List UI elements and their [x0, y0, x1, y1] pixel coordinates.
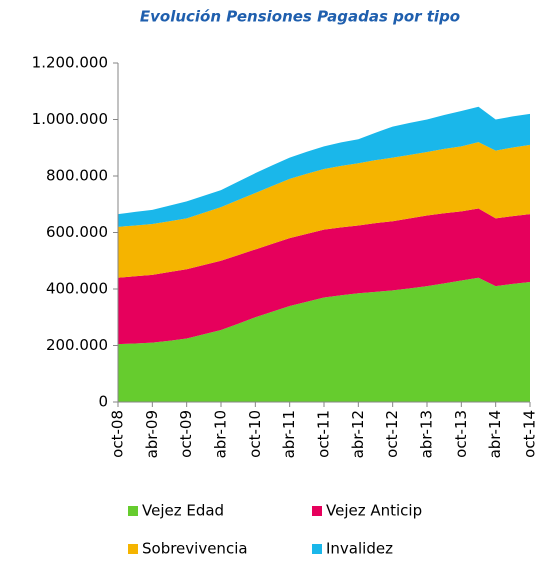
area	[118, 277, 530, 402]
legend-swatch	[312, 544, 322, 554]
legend-label: Vejez Anticip	[326, 502, 422, 520]
x-tick-label: abr-13	[418, 410, 436, 458]
y-tick-label: 1.000.000	[32, 110, 108, 128]
x-tick-label: oct-08	[109, 410, 127, 458]
area	[118, 106, 530, 227]
legend-label: Sobrevivencia	[142, 540, 248, 558]
x-tick-label: oct-13	[452, 410, 470, 458]
area	[118, 142, 530, 278]
x-tick-label: abr-14	[486, 410, 504, 458]
x-tick-label: oct-10	[246, 410, 264, 458]
x-tick-label: oct-11	[315, 410, 333, 458]
legend-swatch	[128, 544, 138, 554]
x-tick-label: oct-12	[383, 410, 401, 458]
x-tick-label: oct-09	[177, 410, 195, 458]
y-tick-label: 1.200.000	[32, 54, 108, 72]
x-tick-label: abr-11	[280, 410, 298, 458]
legend-label: Invalidez	[326, 540, 393, 558]
legend-label: Vejez Edad	[142, 502, 224, 520]
x-tick-label: abr-12	[349, 410, 367, 458]
legend-swatch	[128, 506, 138, 516]
y-tick-label: 800.000	[46, 167, 108, 185]
area	[118, 208, 530, 345]
legend-swatch	[312, 506, 322, 516]
y-tick-label: 200.000	[46, 336, 108, 354]
y-tick-label: 400.000	[46, 280, 108, 298]
chart-title: Evolución Pensiones Pagadas por tipo	[140, 8, 460, 26]
x-tick-label: abr-09	[143, 410, 161, 458]
x-tick-label: oct-14	[521, 410, 537, 458]
y-tick-label: 0	[98, 393, 108, 411]
y-tick-label: 600.000	[46, 223, 108, 241]
x-tick-label: abr-10	[212, 410, 230, 458]
